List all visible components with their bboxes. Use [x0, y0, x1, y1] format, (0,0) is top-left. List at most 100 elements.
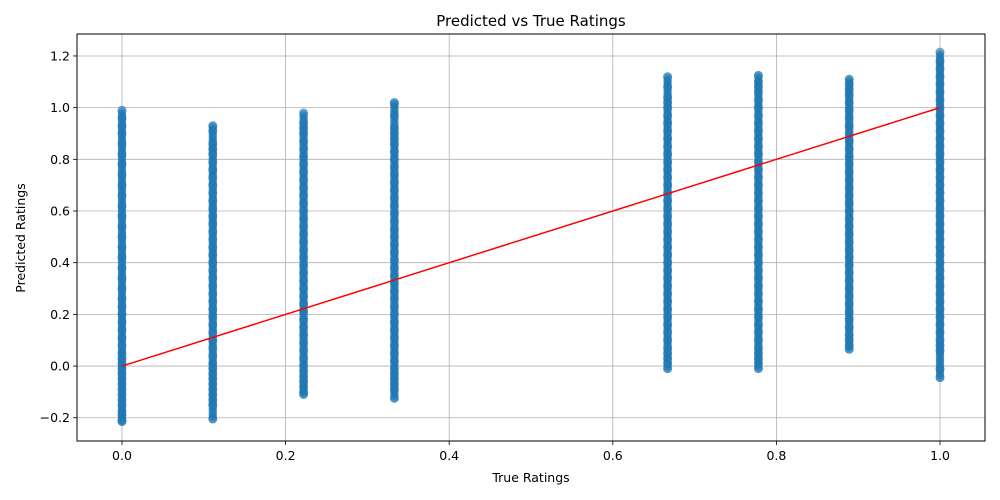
data-point: [389, 356, 399, 366]
data-point: [753, 70, 763, 80]
data-point: [935, 320, 945, 330]
data-point: [299, 214, 309, 224]
data-point: [208, 234, 218, 244]
data-point: [935, 149, 945, 159]
data-point: [117, 149, 127, 159]
data-point: [935, 180, 945, 190]
data-point: [753, 180, 763, 190]
data-point: [935, 56, 945, 66]
data-point: [208, 250, 218, 260]
data-point: [753, 250, 763, 260]
data-point: [844, 105, 854, 115]
data-point: [935, 335, 945, 345]
data-point: [935, 242, 945, 252]
data-point: [935, 250, 945, 260]
data-point: [753, 343, 763, 353]
data-point: [389, 393, 399, 403]
data-point: [208, 172, 218, 182]
data-point: [208, 351, 218, 361]
data-point: [389, 309, 399, 319]
data-point: [935, 219, 945, 229]
reference-line: [121, 106, 941, 367]
data-point: [663, 343, 673, 353]
data-point: [844, 167, 854, 177]
data-point: [663, 327, 673, 337]
data-point: [208, 273, 218, 283]
data-point: [935, 72, 945, 82]
data-point: [389, 178, 399, 188]
data-point: [844, 113, 854, 123]
data-point: [299, 338, 309, 348]
data-point: [389, 162, 399, 172]
data-point: [753, 296, 763, 306]
data-point: [844, 144, 854, 154]
data-point: [663, 141, 673, 151]
data-point: [208, 343, 218, 353]
data-point: [389, 247, 399, 257]
data-point: [299, 284, 309, 294]
data-point: [844, 191, 854, 201]
data-point: [299, 175, 309, 185]
data-point: [844, 175, 854, 185]
data-point: [299, 268, 309, 278]
data-point: [663, 281, 673, 291]
data-point: [753, 203, 763, 213]
data-point: [389, 333, 399, 343]
data-point: [753, 227, 763, 237]
data-point: [935, 227, 945, 237]
data-point: [753, 95, 763, 105]
data-point: [663, 219, 673, 229]
data-point: [208, 180, 218, 190]
data-point: [389, 364, 399, 374]
data-point: [389, 302, 399, 312]
data-point: [208, 227, 218, 237]
data-point: [663, 118, 673, 128]
data-point: [117, 263, 127, 273]
data-point: [844, 307, 854, 317]
data-point: [844, 74, 854, 84]
x-tick-label: 0.0: [112, 448, 132, 463]
data-point: [844, 152, 854, 162]
data-point: [753, 134, 763, 144]
data-point: [208, 281, 218, 291]
data-point: [299, 353, 309, 363]
data-point: [935, 110, 945, 120]
data-point: [663, 265, 673, 275]
data-point: [389, 348, 399, 358]
data-point: [753, 219, 763, 229]
data-point: [299, 191, 309, 201]
data-point: [935, 64, 945, 74]
data-point: [663, 234, 673, 244]
data-point: [663, 82, 673, 92]
data-point: [935, 364, 945, 374]
data-point: [753, 320, 763, 330]
data-point: [753, 234, 763, 244]
data-point: [935, 296, 945, 306]
data-point: [389, 154, 399, 164]
data-point: [117, 294, 127, 304]
data-point: [844, 136, 854, 146]
data-point: [663, 157, 673, 167]
data-point: [663, 242, 673, 252]
x-axis-title: True Ratings: [491, 470, 569, 485]
data-point: [935, 373, 945, 383]
x-tick-label: 1.0: [930, 448, 950, 463]
data-point: [935, 234, 945, 244]
data-point: [117, 302, 127, 312]
y-tick-label: 0.2: [50, 307, 70, 322]
data-point: [663, 227, 673, 237]
y-axis-title: Predicted Ratings: [13, 183, 28, 292]
data-point: [299, 276, 309, 286]
data-point: [663, 250, 673, 260]
data-point: [663, 273, 673, 283]
data-point: [844, 315, 854, 325]
data-point: [753, 335, 763, 345]
data-point: [117, 242, 127, 252]
data-point: [753, 172, 763, 182]
data-point: [389, 255, 399, 265]
data-point: [299, 198, 309, 208]
data-point: [663, 110, 673, 120]
scatter-points: [117, 47, 945, 427]
data-point: [299, 136, 309, 146]
data-point: [299, 322, 309, 332]
